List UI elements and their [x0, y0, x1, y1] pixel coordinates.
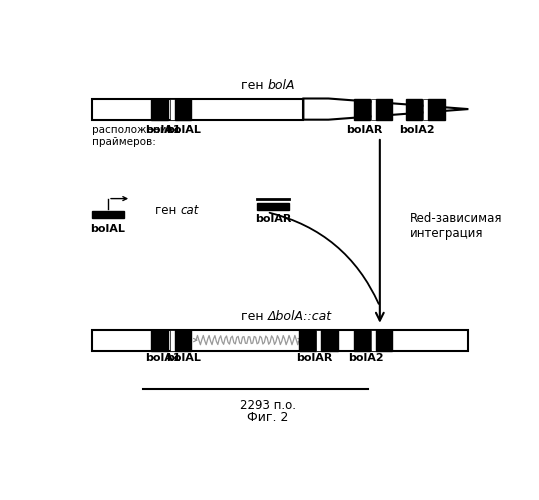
Text: bolAR: bolAR: [255, 214, 291, 224]
Bar: [151, 330, 168, 350]
Text: Фиг. 2: Фиг. 2: [247, 411, 288, 424]
Text: bolA1: bolA1: [145, 126, 181, 136]
Bar: [371, 330, 376, 350]
Text: bolAR: bolAR: [296, 354, 333, 364]
Text: ген: ген: [155, 204, 180, 218]
Text: bolA: bolA: [268, 78, 295, 92]
Text: ген: ген: [241, 310, 268, 322]
Bar: [406, 98, 423, 119]
Text: bolAL: bolAL: [91, 224, 126, 234]
Bar: [316, 330, 321, 350]
Text: 2293 п.о.: 2293 п.о.: [240, 399, 296, 412]
Bar: [428, 98, 445, 119]
Text: cat: cat: [180, 204, 198, 218]
Text: ΔbolA::cat: ΔbolA::cat: [268, 310, 332, 322]
Text: bolAR: bolAR: [347, 126, 383, 136]
Bar: [170, 98, 175, 119]
Text: ген: ген: [241, 78, 268, 92]
Bar: [321, 330, 338, 350]
Bar: [423, 98, 428, 119]
Text: расположение
праймеров:: расположение праймеров:: [93, 126, 174, 147]
Bar: [376, 98, 392, 119]
Bar: [175, 330, 191, 350]
Text: bolA2: bolA2: [348, 354, 384, 364]
Bar: [354, 330, 370, 350]
Bar: [93, 330, 468, 350]
Bar: [93, 98, 303, 119]
Bar: [170, 330, 175, 350]
Text: bolAL: bolAL: [165, 354, 201, 364]
Bar: [151, 98, 168, 119]
Bar: [93, 211, 124, 218]
Text: bolAL: bolAL: [165, 126, 201, 136]
Bar: [175, 98, 191, 119]
Bar: [258, 203, 289, 210]
Bar: [376, 330, 392, 350]
Bar: [371, 98, 376, 119]
Text: bolA2: bolA2: [399, 126, 435, 136]
Polygon shape: [303, 98, 468, 119]
Bar: [354, 98, 370, 119]
Bar: [299, 330, 316, 350]
Text: bolA1: bolA1: [145, 354, 181, 364]
Text: Red-зависимая
интеграция: Red-зависимая интеграция: [410, 212, 502, 240]
